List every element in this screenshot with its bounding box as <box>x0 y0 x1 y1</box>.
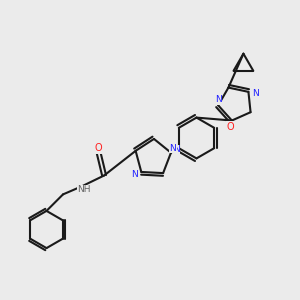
Text: N: N <box>215 95 222 104</box>
Text: O: O <box>226 122 234 131</box>
Text: N: N <box>252 89 258 98</box>
Text: N: N <box>131 170 138 179</box>
Text: O: O <box>95 143 103 154</box>
Text: N: N <box>173 145 180 154</box>
Text: NH: NH <box>77 185 91 194</box>
Text: N: N <box>169 144 176 153</box>
